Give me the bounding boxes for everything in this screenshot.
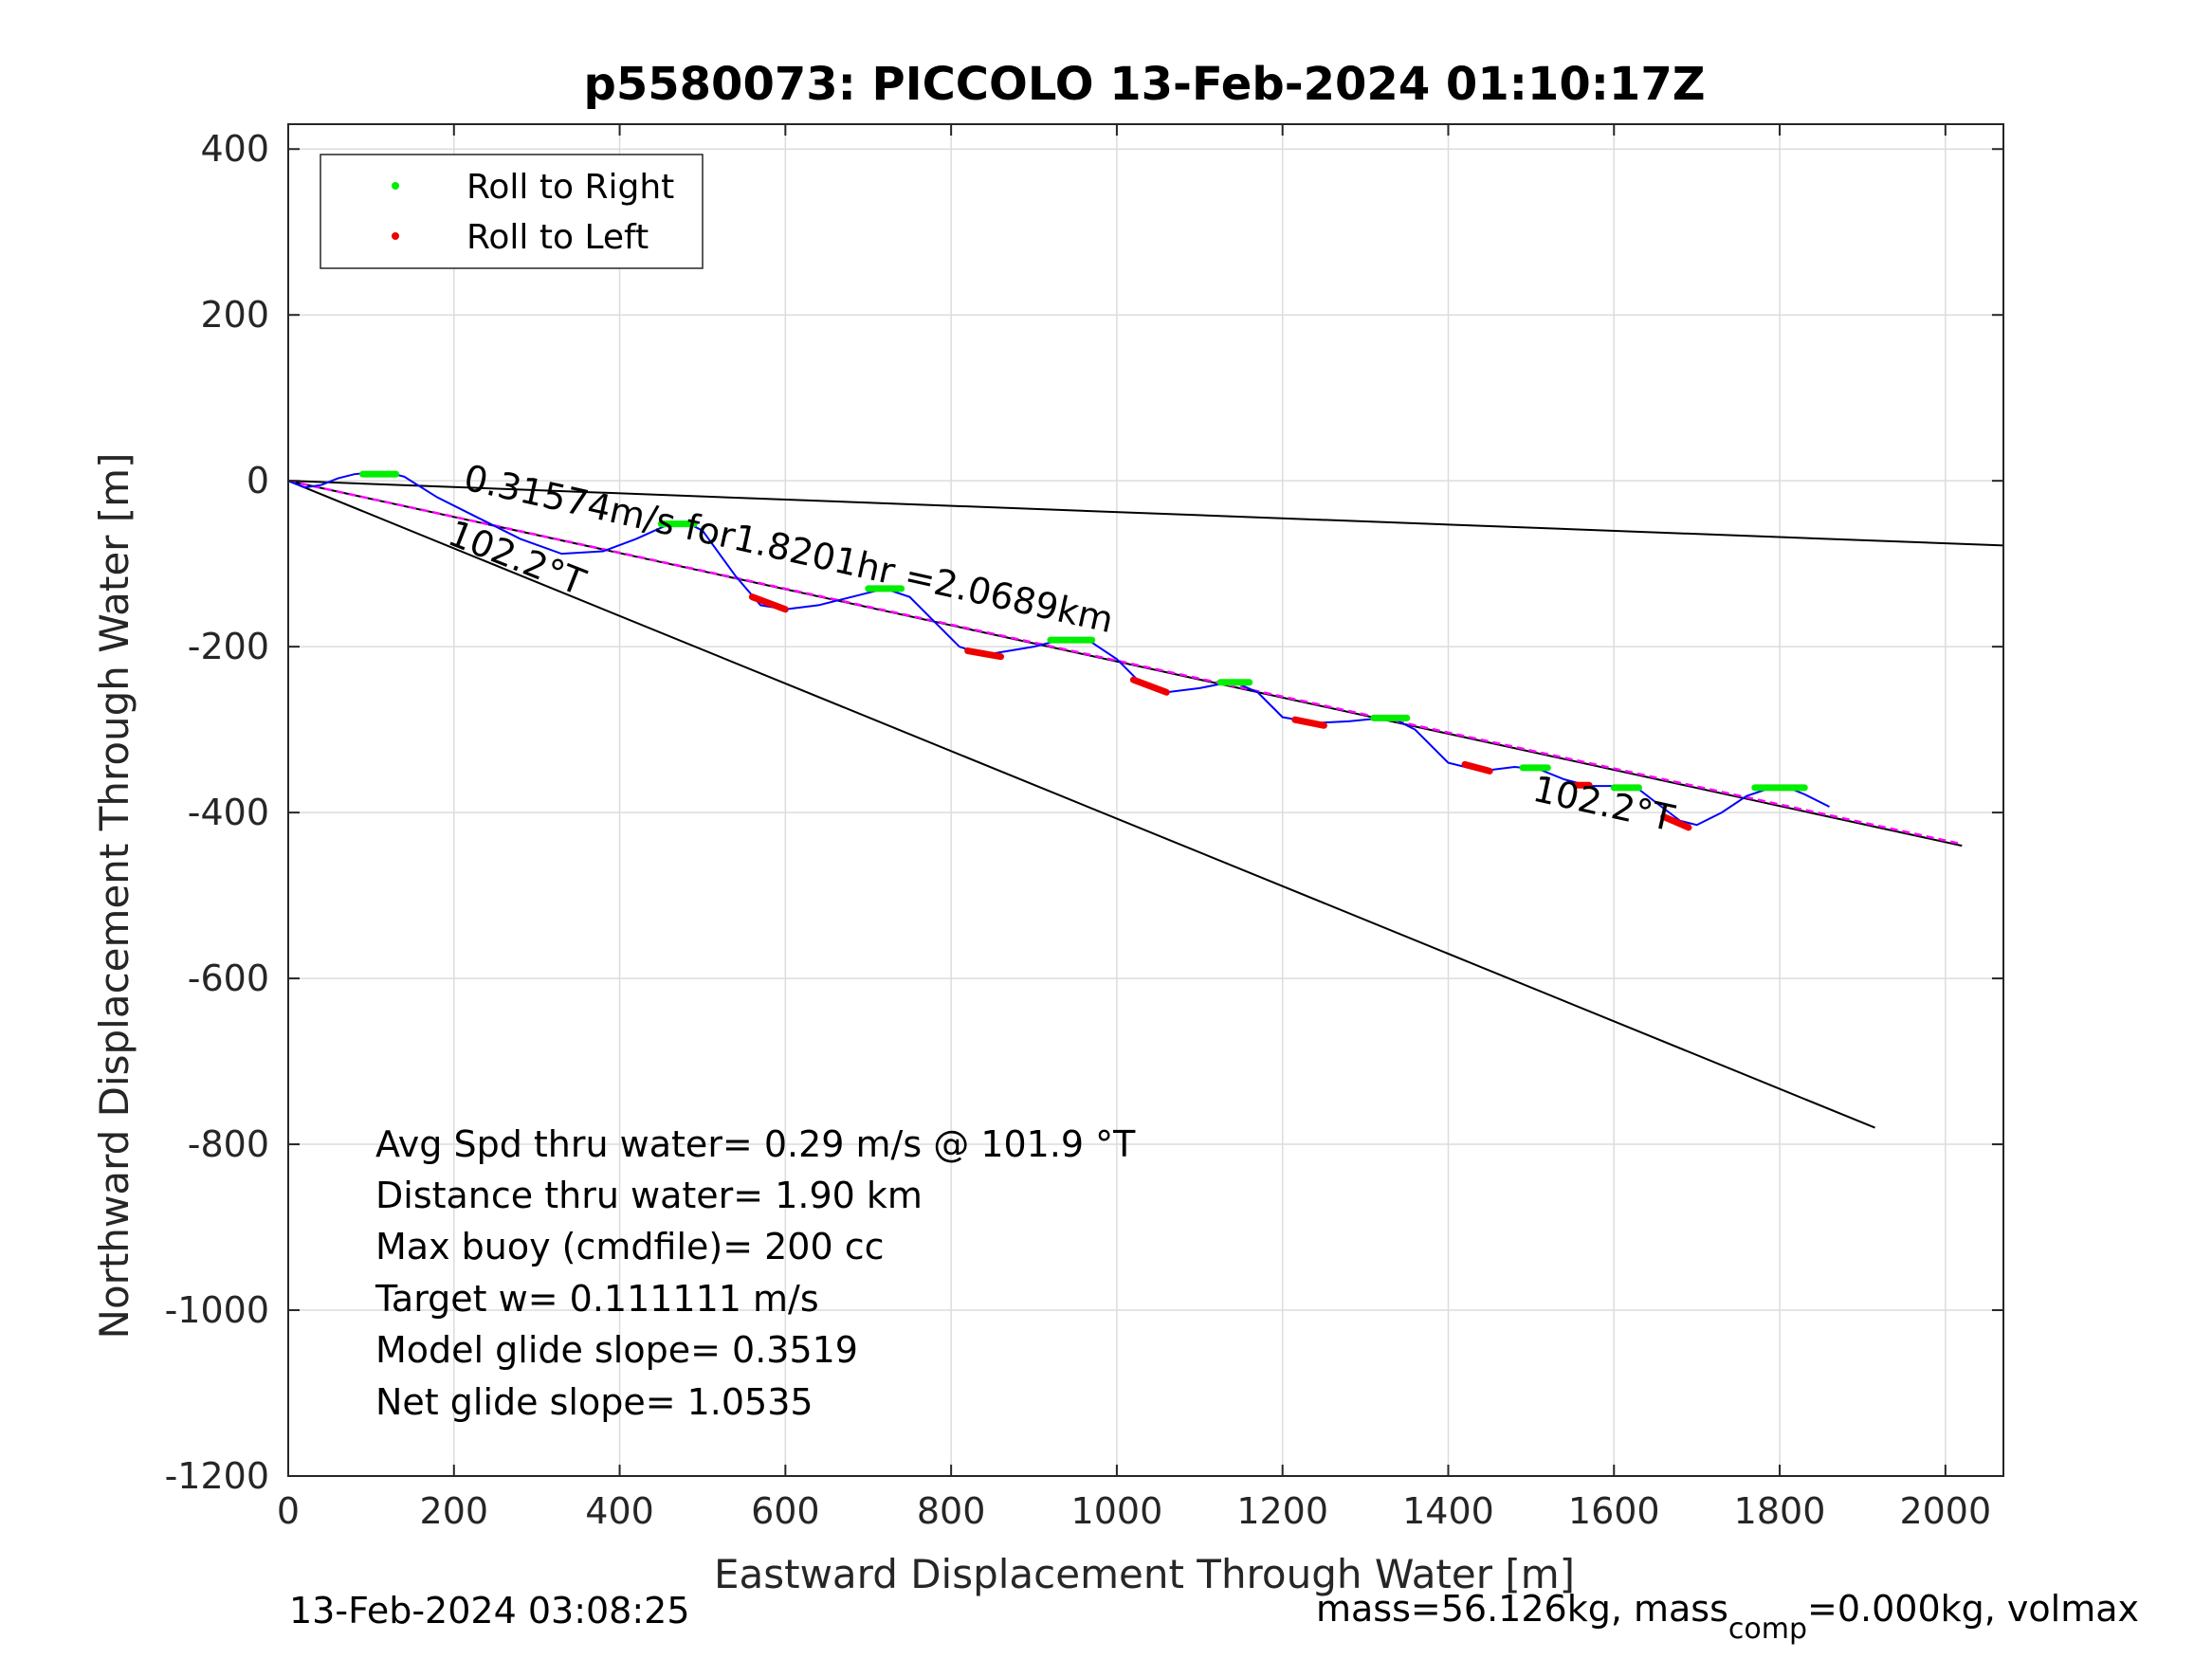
x-tick-label: 400	[585, 1490, 654, 1532]
legend-marker-roll-left	[392, 232, 399, 240]
legend: Roll to Right Roll to Left	[320, 154, 704, 269]
y-tick-label: -800	[188, 1123, 269, 1165]
roll-left-marker	[748, 593, 789, 613]
stat-max-buoy: Max buoy (cmdfile)= 200 cc	[375, 1226, 885, 1267]
x-tick-label: 200	[420, 1490, 489, 1532]
stat-avg-speed: Avg Spd thru water= 0.29 m/s @ 101.9 °T	[375, 1123, 1136, 1165]
speed-annotation: 0.31574m/s for1.8201hr =2.0689km	[461, 457, 1118, 641]
legend-marker-roll-right	[392, 182, 399, 190]
x-tick-label: 1800	[1734, 1490, 1826, 1532]
x-tick-label: 1000	[1071, 1490, 1163, 1532]
reference-lines	[287, 479, 2004, 1129]
grid	[287, 124, 2003, 1477]
y-tick-label: 400	[200, 128, 269, 170]
roll-left-marker	[964, 647, 1005, 661]
reference-line	[287, 480, 2004, 547]
legend-box	[320, 154, 704, 269]
roll-left-marker	[1291, 716, 1327, 729]
y-tick-label: -600	[188, 957, 269, 999]
roll-left-marker	[1461, 760, 1493, 775]
reference-line	[287, 480, 1875, 1129]
roll-left-marker	[1129, 676, 1170, 696]
y-axis-label: Northward Displacement Through Water [m]	[91, 453, 137, 1340]
ticks: 0 200 400 600 800 1000 1200 1400 1600 1800 2000400…	[165, 124, 2003, 1532]
stat-target-w: Target w= 0.111111 m/s	[375, 1278, 819, 1320]
y-tick-label: -400	[188, 792, 269, 833]
x-tick-label: 1200	[1236, 1490, 1328, 1532]
x-tick-label: 2000	[1899, 1490, 1991, 1532]
x-tick-label: 1600	[1568, 1490, 1660, 1532]
legend-label-roll-right: Roll to Right	[466, 168, 674, 207]
footer-mass-part1: mass=56.126kg, mass	[1316, 1588, 1728, 1630]
x-tick-label: 1400	[1402, 1490, 1494, 1532]
roll-markers	[359, 470, 1808, 831]
footer-mass: mass=56.126kg, masscomp=0.000kg, volmax	[1316, 1588, 2139, 1646]
x-axis-label: Eastward Displacement Through Water [m]	[714, 1551, 1575, 1597]
x-tick-label: 0	[277, 1490, 300, 1532]
footer-mass-part2: =0.000kg, volmax	[1807, 1588, 2139, 1630]
stat-distance: Distance thru water= 1.90 km	[375, 1175, 923, 1216]
plot-frame	[287, 123, 2004, 1477]
y-tick-label: -1000	[165, 1289, 269, 1331]
y-tick-label: 200	[200, 294, 269, 336]
x-tick-label: 800	[917, 1490, 986, 1532]
reference-line	[287, 479, 1963, 846]
x-tick-label: 600	[751, 1490, 820, 1532]
chart-title: p5580073: PICCOLO 13-Feb-2024 01:10:17Z	[583, 58, 1705, 111]
y-tick-label: -1200	[165, 1455, 269, 1497]
heading-annotation-left: 102.2°T	[443, 512, 592, 604]
y-tick-label: 0	[247, 460, 269, 501]
y-tick-label: -200	[188, 626, 269, 667]
stat-net-glide: Net glide slope= 1.0535	[375, 1381, 814, 1423]
stat-model-glide: Model glide slope= 0.3519	[375, 1329, 858, 1371]
legend-label-roll-left: Roll to Left	[466, 218, 649, 257]
stats-block: Avg Spd thru water= 0.29 m/s @ 101.9 °T …	[375, 1123, 1136, 1423]
roll-left-marker	[1660, 812, 1692, 831]
footer-mass-sub: comp	[1728, 1613, 1807, 1646]
footer-timestamp: 13-Feb-2024 03:08:25	[289, 1590, 690, 1632]
